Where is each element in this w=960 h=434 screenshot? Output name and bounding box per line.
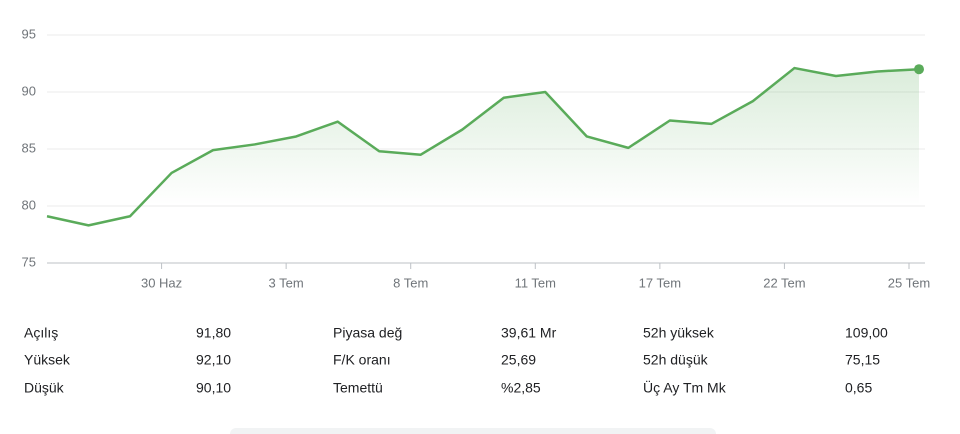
stat-label: Temettü [333,380,383,396]
price-line [46,66,920,227]
stat-value: 25,69 [501,352,536,368]
stat-label: Yüksek [24,352,71,368]
stat-value: 39,61 Mr [501,325,557,341]
stat-label: Düşük [24,380,65,396]
stat-label: 52h düşük [643,352,709,368]
y-tick-label: 90 [22,83,36,98]
x-tick-label: 3 Tem [269,275,304,290]
stat-label: Piyasa değ [333,325,402,341]
search-bar [230,428,716,434]
x-tick-label: 22 Tem [763,275,805,290]
stat-value: 75,15 [845,352,880,368]
y-tick-label: 75 [22,254,36,269]
x-tick-label: 8 Tem [393,275,428,290]
y-tick-label: 95 [22,26,36,41]
x-tick-label: 30 Haz [141,275,182,290]
y-tick-label: 85 [22,140,36,155]
x-tick-label: 17 Tem [639,275,681,290]
stat-value: 91,80 [196,325,231,341]
stat-label: 52h yüksek [643,325,715,341]
stat-label: F/K oranı [333,352,391,368]
x-tick-label: 25 Tem [888,275,930,290]
stat-label: Açılış [24,325,58,341]
last-point [914,64,924,75]
stat-value: 0,65 [845,380,872,396]
stat-value: 90,10 [196,380,231,396]
x-tick-label: 11 Tem [515,275,556,290]
stat-label: Üç Ay Tm Mk [643,379,727,396]
y-tick-label: 80 [22,197,36,212]
stat-value: %2,85 [501,380,541,396]
area [47,68,919,263]
stat-value: 92,10 [196,352,231,368]
stat-value: 109,00 [845,325,888,341]
